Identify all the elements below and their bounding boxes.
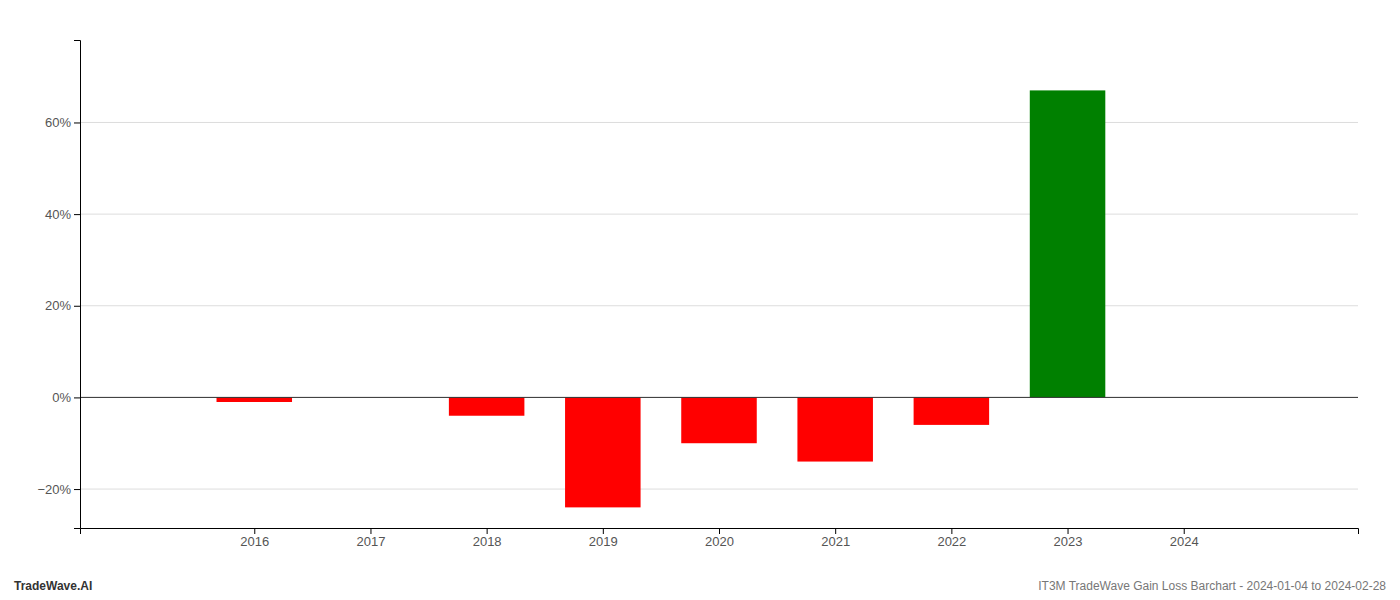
grid-line bbox=[80, 397, 1358, 398]
y-tick-mark bbox=[74, 214, 80, 215]
bar bbox=[565, 397, 641, 507]
x-tick: 2021 bbox=[821, 528, 850, 549]
y-axis: −20% 0% 20% 40% 60% bbox=[37, 41, 80, 529]
y-tick-mark bbox=[74, 397, 80, 398]
x-tick-mark bbox=[719, 528, 720, 534]
y-tick-label: 60% bbox=[45, 115, 71, 130]
x-tick-label: 2019 bbox=[589, 534, 618, 549]
bar bbox=[914, 397, 990, 424]
y-tick: 40% bbox=[45, 207, 80, 222]
grid bbox=[80, 122, 1358, 489]
x-tick-mark bbox=[1184, 528, 1185, 534]
y-axis-line bbox=[74, 41, 81, 529]
x-tick-label: 2017 bbox=[356, 534, 385, 549]
x-tick-mark bbox=[835, 528, 836, 534]
grid-line bbox=[80, 214, 1358, 215]
x-tick-label: 2020 bbox=[705, 534, 734, 549]
y-tick: −20% bbox=[37, 482, 80, 497]
plot-area: −20%0%20%40%60%2016201720182019202020212… bbox=[37, 41, 1358, 550]
x-tick: 2017 bbox=[356, 528, 385, 549]
footer-right: IT3M TradeWave Gain Loss Barchart - 2024… bbox=[1038, 579, 1386, 593]
grid-line bbox=[80, 305, 1358, 306]
bars bbox=[217, 90, 1106, 507]
y-tick: 60% bbox=[45, 115, 80, 130]
x-tick: 2016 bbox=[240, 528, 269, 549]
grid-line bbox=[80, 489, 1358, 490]
x-tick-mark bbox=[254, 528, 255, 534]
bar bbox=[217, 397, 293, 402]
y-tick-mark bbox=[74, 122, 80, 123]
bar bbox=[449, 397, 525, 415]
y-tick-mark bbox=[74, 306, 80, 307]
y-tick: 0% bbox=[52, 390, 80, 405]
x-tick-mark bbox=[603, 528, 604, 534]
x-tick: 2023 bbox=[1054, 528, 1083, 549]
x-tick-label: 2024 bbox=[1170, 534, 1199, 549]
bar bbox=[681, 397, 757, 443]
x-tick: 2024 bbox=[1170, 528, 1199, 549]
chart: −20%0%20%40%60%2016201720182019202020212… bbox=[0, 0, 1400, 600]
x-tick-label: 2023 bbox=[1054, 534, 1083, 549]
baseline bbox=[80, 397, 1358, 398]
x-tick-label: 2016 bbox=[240, 534, 269, 549]
footer-left: TradeWave.AI bbox=[14, 579, 92, 593]
x-tick-mark bbox=[951, 528, 952, 534]
x-tick-mark bbox=[1068, 528, 1069, 534]
x-axis-line bbox=[81, 529, 1359, 535]
x-tick-mark bbox=[487, 528, 488, 534]
y-tick-label: 40% bbox=[45, 207, 71, 222]
y-tick-mark bbox=[74, 489, 80, 490]
y-tick: 20% bbox=[45, 298, 80, 313]
x-tick-mark bbox=[370, 528, 371, 534]
y-tick-label: 20% bbox=[45, 298, 71, 313]
bar bbox=[797, 397, 873, 461]
x-tick: 2022 bbox=[937, 528, 966, 549]
x-tick: 2020 bbox=[705, 528, 734, 549]
x-tick-label: 2022 bbox=[937, 534, 966, 549]
y-tick-label: −20% bbox=[37, 482, 71, 497]
x-tick-label: 2021 bbox=[821, 534, 850, 549]
x-tick: 2019 bbox=[589, 528, 618, 549]
grid-line bbox=[80, 122, 1358, 123]
x-axis: 2016 2017 2018 2019 2020 2021 2022 2023 2024 bbox=[81, 528, 1359, 549]
bar bbox=[1030, 90, 1106, 397]
x-tick-label: 2018 bbox=[473, 534, 502, 549]
x-tick: 2018 bbox=[473, 528, 502, 549]
y-tick-label: 0% bbox=[52, 390, 71, 405]
